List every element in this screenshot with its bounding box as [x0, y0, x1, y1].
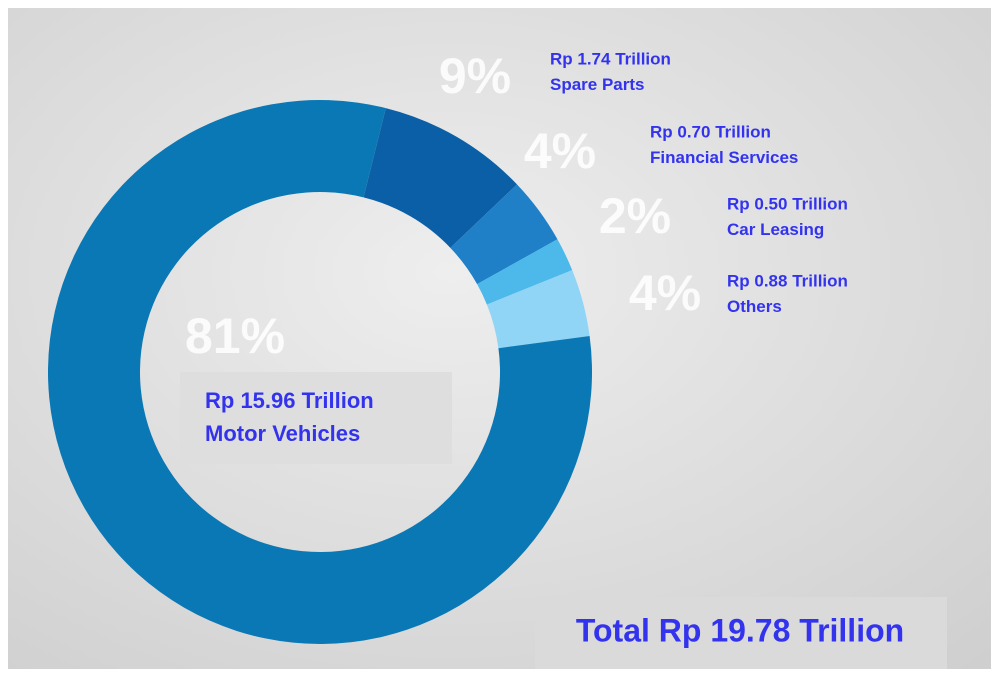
percent-label: 4%: [524, 123, 596, 179]
amount-label: Rp 0.50 Trillion: [727, 194, 848, 213]
label-box: [180, 372, 452, 464]
category-label: Car Leasing: [727, 220, 824, 239]
category-label: Motor Vehicles: [205, 421, 360, 446]
percent-label: 81%: [185, 308, 285, 364]
total-box: [535, 597, 947, 669]
slice: [363, 108, 517, 248]
percent-label: 2%: [599, 188, 671, 244]
total-label: Total Rp 19.78 Trillion: [576, 612, 904, 648]
category-label: Spare Parts: [550, 75, 645, 94]
percent-label: 4%: [629, 265, 701, 321]
slice: [486, 270, 590, 349]
category-label: Financial Services: [650, 148, 798, 167]
amount-label: Rp 0.70 Trillion: [650, 122, 771, 141]
amount-label: Rp 15.96 Trillion: [205, 388, 374, 413]
category-label: Others: [727, 297, 782, 316]
slice: [450, 184, 558, 285]
amount-label: Rp 1.74 Trillion: [550, 49, 671, 68]
percent-label: 9%: [439, 48, 511, 104]
slice: [47, 99, 592, 645]
amount-label: Rp 0.88 Trillion: [727, 271, 848, 290]
slice: [477, 239, 573, 305]
